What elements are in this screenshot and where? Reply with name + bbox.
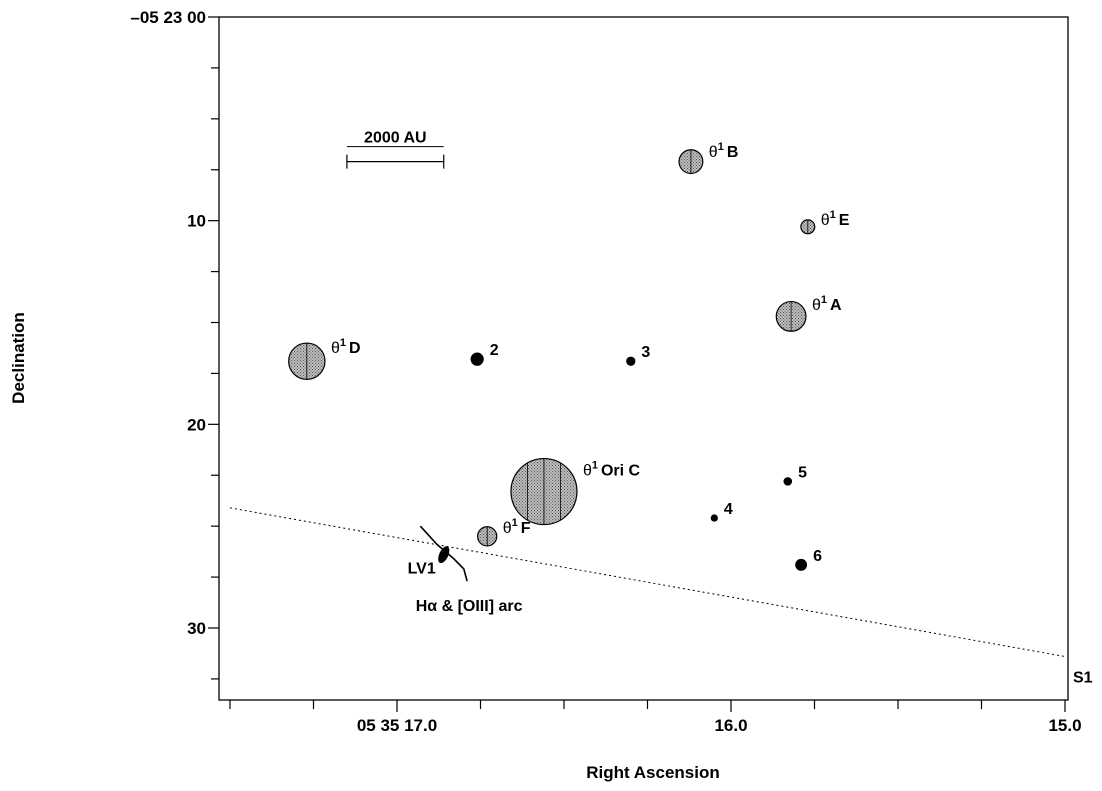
theta1-f-label: θ1 F bbox=[503, 517, 531, 537]
source-2-label: 2 bbox=[490, 342, 499, 359]
s1-line bbox=[229, 507, 1066, 658]
x-axis-title: Right Ascension bbox=[586, 763, 720, 782]
lv1-marker bbox=[438, 546, 450, 564]
x-tick-label: 16.0 bbox=[714, 716, 747, 735]
source-6-label: 6 bbox=[813, 548, 822, 565]
source-3-marker bbox=[626, 356, 636, 366]
source-2-marker bbox=[470, 352, 484, 366]
x-tick-label: 05 35 17.0 bbox=[357, 716, 437, 735]
theta1-b-label: θ1 B bbox=[709, 141, 739, 161]
y-tick-label: 20 bbox=[187, 415, 206, 434]
theta1-ori-c-label: θ1 Ori C bbox=[583, 459, 641, 479]
arc-curve bbox=[419, 525, 468, 582]
plot-frame bbox=[218, 16, 1069, 701]
theta1-d-label: θ1 D bbox=[331, 337, 361, 357]
source-4-marker bbox=[710, 514, 718, 522]
source-5-marker bbox=[783, 477, 793, 486]
source-4-label: 4 bbox=[724, 501, 733, 518]
x-tick-label: 15.0 bbox=[1048, 716, 1081, 735]
source-6-marker bbox=[795, 558, 808, 571]
arc-label: Hα & [OIII] arc bbox=[416, 598, 523, 615]
source-3-label: 3 bbox=[641, 344, 650, 361]
source-5-label: 5 bbox=[798, 464, 807, 481]
y-axis-title: Declination bbox=[9, 312, 28, 404]
y-tick-label: 10 bbox=[187, 212, 206, 231]
theta1-e-label: θ1 E bbox=[821, 209, 850, 229]
y-tick-label: –05 23 00 bbox=[130, 8, 206, 27]
scale-bar-label: 2000 AU bbox=[364, 130, 427, 147]
y-tick-label: 30 bbox=[187, 619, 206, 638]
theta1-a-label: θ1 A bbox=[812, 294, 842, 314]
s1-label: S1 bbox=[1073, 670, 1093, 687]
lv1-label: LV1 bbox=[408, 561, 436, 578]
